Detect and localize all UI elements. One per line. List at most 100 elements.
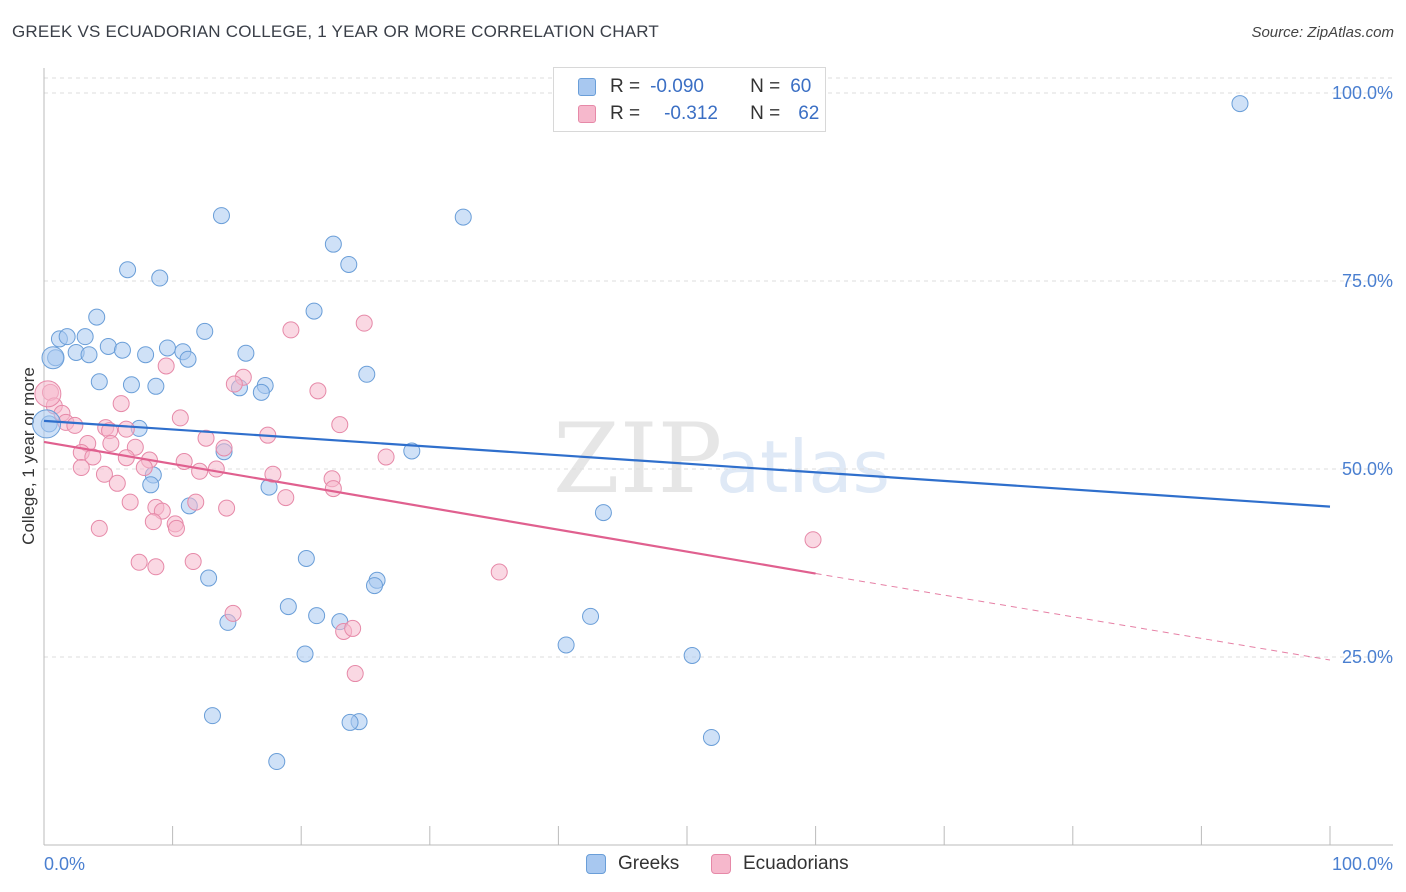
point-greeks	[324, 235, 342, 253]
point-ecuadorians	[804, 531, 822, 549]
point-ecuadorians	[215, 439, 233, 457]
y-axis-label: College, 1 year or more	[19, 367, 38, 545]
point-greeks	[297, 550, 315, 568]
point-greeks	[142, 476, 160, 494]
point-ecuadorians	[121, 493, 139, 511]
point-ecuadorians	[184, 553, 202, 571]
point-ecuadorians	[147, 558, 165, 576]
point-greeks	[340, 255, 358, 273]
legend-row-greeks: R = -0.090 N = 60	[578, 76, 811, 98]
point-ecuadorians	[157, 357, 175, 375]
point-ecuadorians	[490, 563, 508, 581]
point-greeks	[90, 373, 108, 391]
point-ecuadorians	[282, 321, 300, 339]
legend-swatch-ecuadorians	[578, 105, 596, 123]
point-ecuadorians	[187, 493, 205, 511]
y-tick-label: 75.0%	[1342, 271, 1393, 291]
point-greeks-cluster	[32, 409, 62, 439]
point-greeks	[582, 607, 600, 625]
trend-lines	[43, 419, 1331, 661]
point-ecuadorians	[144, 513, 162, 531]
x-axis-ticks	[43, 826, 1331, 845]
y-tick-label: 100.0%	[1332, 83, 1393, 103]
point-ecuadorians	[112, 395, 130, 413]
point-greeks	[88, 308, 106, 326]
point-greeks	[252, 383, 270, 401]
point-ecuadorians	[277, 489, 295, 507]
grid-lines	[44, 77, 1393, 658]
point-ecuadorians	[355, 314, 373, 332]
point-ecuadorians	[102, 434, 120, 452]
point-ecuadorians	[90, 519, 108, 537]
point-ecuadorians	[224, 604, 242, 622]
point-ecuadorians	[346, 665, 364, 683]
chart-title: GREEK VS ECUADORIAN COLLEGE, 1 YEAR OR M…	[12, 22, 660, 41]
legend-swatch-greeks	[578, 78, 596, 96]
point-ecuadorians	[108, 474, 126, 492]
point-ecuadorians	[331, 416, 349, 434]
legend-r-label: R =	[610, 103, 641, 124]
bottom-legend-ecuadorians: Ecuadorians	[711, 852, 849, 876]
point-ecuadorians	[171, 409, 189, 427]
x-tick-label-right: 100.0%	[1332, 854, 1393, 874]
point-ecuadorians-cluster	[34, 380, 62, 408]
point-greeks	[122, 376, 140, 394]
point-ecuadorians	[135, 459, 153, 477]
bottom-legend-swatch-greeks	[586, 854, 606, 874]
data-points	[32, 82, 1249, 771]
point-greeks	[147, 377, 165, 395]
trend-line-ecuadorians	[43, 440, 816, 575]
point-ecuadorians	[377, 448, 395, 466]
trend-line-greeks	[43, 419, 1331, 508]
point-greeks	[58, 328, 76, 346]
point-greeks	[151, 269, 169, 287]
point-greeks	[196, 322, 214, 340]
point-ecuadorians	[72, 459, 90, 477]
point-ecuadorians	[167, 519, 185, 537]
point-greeks	[137, 346, 155, 364]
bottom-legend-label-ecuadorians: Ecuadorians	[743, 853, 849, 874]
point-greeks	[203, 707, 221, 725]
point-greeks	[557, 636, 575, 654]
watermark-zip: ZIP	[553, 403, 722, 515]
point-greeks	[296, 645, 314, 663]
point-greeks	[308, 607, 326, 625]
point-greeks	[702, 728, 720, 746]
bottom-legend-greeks: Greeks	[586, 852, 679, 876]
point-greeks-cluster	[41, 346, 65, 370]
point-ecuadorians	[264, 465, 282, 483]
point-greeks	[119, 261, 137, 279]
bottom-legend-swatch-ecuadorians	[711, 854, 731, 874]
point-greeks	[268, 753, 286, 771]
point-greeks	[113, 341, 131, 359]
point-ecuadorians	[225, 375, 243, 393]
y-tick-label: 25.0%	[1342, 647, 1393, 667]
point-greeks	[454, 208, 472, 226]
point-ecuadorians	[207, 460, 225, 478]
point-greeks	[99, 337, 117, 355]
point-greeks	[179, 350, 197, 368]
point-ecuadorians	[324, 480, 342, 498]
legend-r-value: -0.312	[664, 103, 718, 124]
trend-line-extension-ecuadorians	[815, 573, 1331, 661]
point-ecuadorians	[197, 429, 215, 447]
point-greeks	[683, 647, 701, 665]
point-greeks	[403, 442, 421, 460]
stats-legend: R = -0.090 N = 60 R = -0.312 N = 62	[553, 67, 826, 132]
point-ecuadorians	[66, 416, 84, 434]
point-greeks	[237, 344, 255, 362]
point-ecuadorians	[84, 448, 102, 466]
legend-n-value: 60	[790, 76, 812, 97]
point-ecuadorians	[95, 465, 113, 483]
point-greeks	[76, 328, 94, 346]
point-ecuadorians	[309, 382, 327, 400]
point-greeks	[594, 504, 612, 522]
point-greeks	[366, 577, 384, 595]
point-greeks	[358, 365, 376, 383]
point-greeks	[200, 569, 218, 587]
point-ecuadorians	[344, 619, 362, 637]
legend-n-label: N =	[750, 76, 781, 97]
source-credit: Source: ZipAtlas.com	[1251, 24, 1394, 41]
point-greeks	[80, 346, 98, 364]
